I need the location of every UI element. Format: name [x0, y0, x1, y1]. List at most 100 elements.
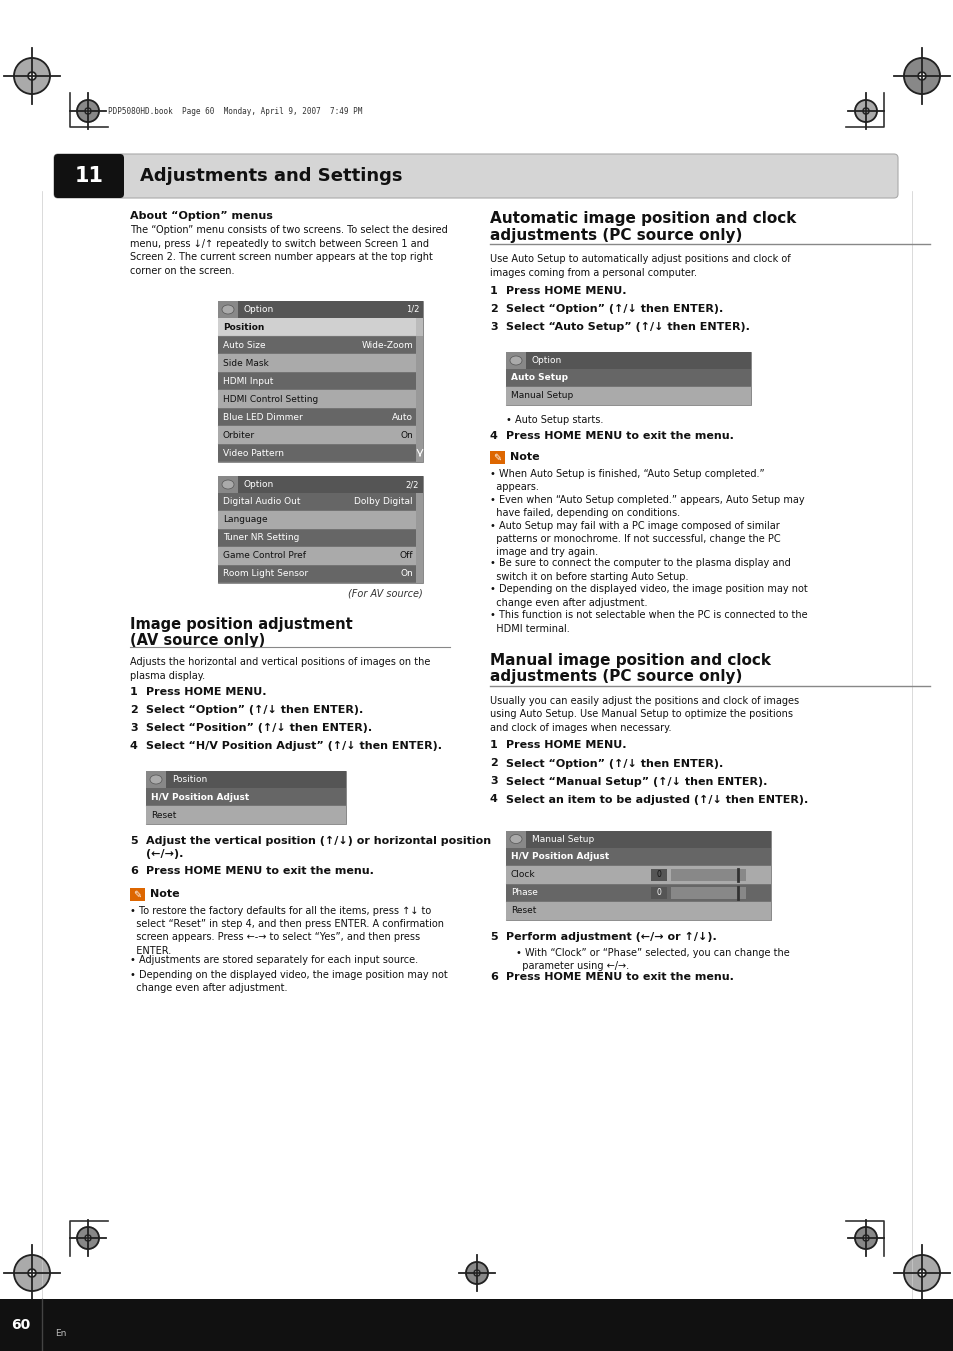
Text: 6: 6	[490, 971, 497, 981]
Text: Dolby Digital: Dolby Digital	[354, 497, 413, 507]
Text: Select an item to be adjusted (↑/↓ then ENTER).: Select an item to be adjusted (↑/↓ then …	[505, 794, 807, 805]
Bar	[218, 547, 416, 565]
Circle shape	[862, 1235, 868, 1242]
Circle shape	[862, 108, 868, 113]
Text: • Be sure to connect the computer to the plasma display and
  switch it on befor: • Be sure to connect the computer to the…	[490, 558, 790, 582]
Circle shape	[854, 1227, 876, 1250]
Text: 11: 11	[74, 166, 103, 186]
Text: 3: 3	[490, 322, 497, 332]
Bar	[218, 408, 416, 426]
Circle shape	[14, 1255, 50, 1292]
Circle shape	[77, 100, 99, 122]
Text: Image position adjustment: Image position adjustment	[130, 617, 353, 632]
Text: Select “Option” (↑/↓ then ENTER).: Select “Option” (↑/↓ then ENTER).	[505, 304, 722, 313]
Bar	[505, 353, 750, 405]
Text: 5: 5	[490, 931, 497, 942]
Text: Game Control Pref: Game Control Pref	[223, 551, 306, 561]
Circle shape	[77, 1227, 99, 1250]
Text: 1: 1	[490, 286, 497, 296]
Text: Auto Size: Auto Size	[223, 340, 265, 350]
Bar	[146, 788, 346, 807]
Bar	[218, 301, 422, 317]
Text: Use Auto Setup to automatically adjust positions and clock of
images coming from: Use Auto Setup to automatically adjust p…	[490, 254, 790, 277]
Bar	[146, 771, 166, 788]
Ellipse shape	[150, 775, 162, 784]
Text: Position: Position	[172, 775, 207, 784]
Text: Auto Setup: Auto Setup	[511, 373, 567, 382]
Bar	[146, 807, 346, 824]
Text: En: En	[55, 1328, 67, 1337]
Text: Blue LED Dimmer: Blue LED Dimmer	[223, 412, 302, 422]
Text: Adjustments and Settings: Adjustments and Settings	[140, 168, 402, 185]
Circle shape	[85, 1235, 91, 1242]
Text: 60: 60	[11, 1319, 30, 1332]
Bar	[218, 426, 416, 444]
Text: Off: Off	[399, 551, 413, 561]
Text: PDP5080HD.book  Page 60  Monday, April 9, 2007  7:49 PM: PDP5080HD.book Page 60 Monday, April 9, …	[108, 107, 362, 115]
Text: Reset: Reset	[151, 811, 176, 820]
Text: Press HOME MENU to exit the menu.: Press HOME MENU to exit the menu.	[146, 866, 374, 875]
Text: Clock: Clock	[511, 870, 535, 880]
Bar	[218, 565, 416, 584]
Text: • Adjustments are stored separately for each input source.: • Adjustments are stored separately for …	[130, 955, 417, 965]
Text: (For AV source): (For AV source)	[348, 589, 422, 598]
Text: Phase: Phase	[511, 888, 537, 897]
Text: adjustments (PC source only): adjustments (PC source only)	[490, 228, 741, 243]
Bar	[650, 886, 666, 898]
Text: H/V Position Adjust: H/V Position Adjust	[151, 793, 249, 801]
Text: • With “Clock” or “Phase” selected, you can change the
  parameter using ←/→.: • With “Clock” or “Phase” selected, you …	[516, 947, 789, 971]
Bar	[0, 1300, 953, 1351]
Text: 2/2: 2/2	[405, 480, 418, 489]
Circle shape	[854, 100, 876, 122]
Text: Perform adjustment (←/→ or ↑/↓).: Perform adjustment (←/→ or ↑/↓).	[505, 931, 716, 942]
Bar	[218, 301, 237, 317]
Text: Select “Auto Setup” (↑/↓ then ENTER).: Select “Auto Setup” (↑/↓ then ENTER).	[505, 322, 749, 332]
Text: • Auto Setup starts.: • Auto Setup starts.	[505, 415, 602, 426]
Text: • Depending on the displayed video, the image position may not
  change even aft: • Depending on the displayed video, the …	[490, 585, 807, 608]
Bar	[505, 866, 770, 884]
Circle shape	[903, 1255, 939, 1292]
Bar	[218, 511, 416, 530]
Text: Select “Option” (↑/↓ then ENTER).: Select “Option” (↑/↓ then ENTER).	[505, 758, 722, 769]
Bar	[505, 884, 770, 901]
Text: • This function is not selectable when the PC is connected to the
  HDMI termina: • This function is not selectable when t…	[490, 611, 807, 634]
Text: ✎: ✎	[493, 453, 501, 462]
Bar	[505, 847, 770, 866]
Text: 6: 6	[130, 866, 138, 875]
Text: Option: Option	[244, 305, 274, 313]
Bar	[505, 386, 750, 405]
Circle shape	[474, 1270, 479, 1275]
Text: Adjust the vertical position (↑/↓) or horizontal position
(←/→).: Adjust the vertical position (↑/↓) or ho…	[146, 836, 491, 859]
Bar	[505, 353, 750, 369]
Text: Reset: Reset	[511, 907, 536, 915]
Text: • To restore the factory defaults for all the items, press ↑↓ to
  select “Reset: • To restore the factory defaults for al…	[130, 907, 443, 955]
Bar	[130, 888, 145, 901]
Bar	[416, 493, 422, 584]
FancyBboxPatch shape	[54, 154, 124, 199]
Text: ✎: ✎	[133, 889, 141, 900]
Bar	[505, 369, 750, 386]
Text: • Even when “Auto Setup completed.” appears, Auto Setup may
  have failed, depen: • Even when “Auto Setup completed.” appe…	[490, 494, 803, 519]
Text: Option: Option	[532, 357, 561, 365]
Text: Adjusts the horizontal and vertical positions of images on the
plasma display.: Adjusts the horizontal and vertical posi…	[130, 657, 430, 681]
Bar	[218, 493, 416, 511]
Text: 4: 4	[130, 740, 138, 751]
Text: H/V Position Adjust: H/V Position Adjust	[511, 852, 609, 861]
Text: Auto: Auto	[392, 412, 413, 422]
Text: Press HOME MENU to exit the menu.: Press HOME MENU to exit the menu.	[505, 431, 733, 440]
Text: HDMI Input: HDMI Input	[223, 377, 274, 385]
Text: The “Option” menu consists of two screens. To select the desired
menu, press ↓/↑: The “Option” menu consists of two screen…	[130, 226, 447, 276]
Text: Digital Audio Out: Digital Audio Out	[223, 497, 300, 507]
Text: On: On	[400, 431, 413, 439]
Text: Manual image position and clock: Manual image position and clock	[490, 653, 770, 667]
Text: Press HOME MENU to exit the menu.: Press HOME MENU to exit the menu.	[505, 971, 733, 981]
Text: Select “Position” (↑/↓ then ENTER).: Select “Position” (↑/↓ then ENTER).	[146, 723, 372, 734]
Text: 4: 4	[490, 794, 497, 804]
Bar	[218, 372, 416, 390]
Bar	[218, 390, 416, 408]
Text: Wide-Zoom: Wide-Zoom	[361, 340, 413, 350]
Text: On: On	[400, 570, 413, 578]
Bar	[505, 353, 525, 369]
Text: 3: 3	[130, 723, 137, 734]
Text: 5: 5	[130, 836, 137, 846]
